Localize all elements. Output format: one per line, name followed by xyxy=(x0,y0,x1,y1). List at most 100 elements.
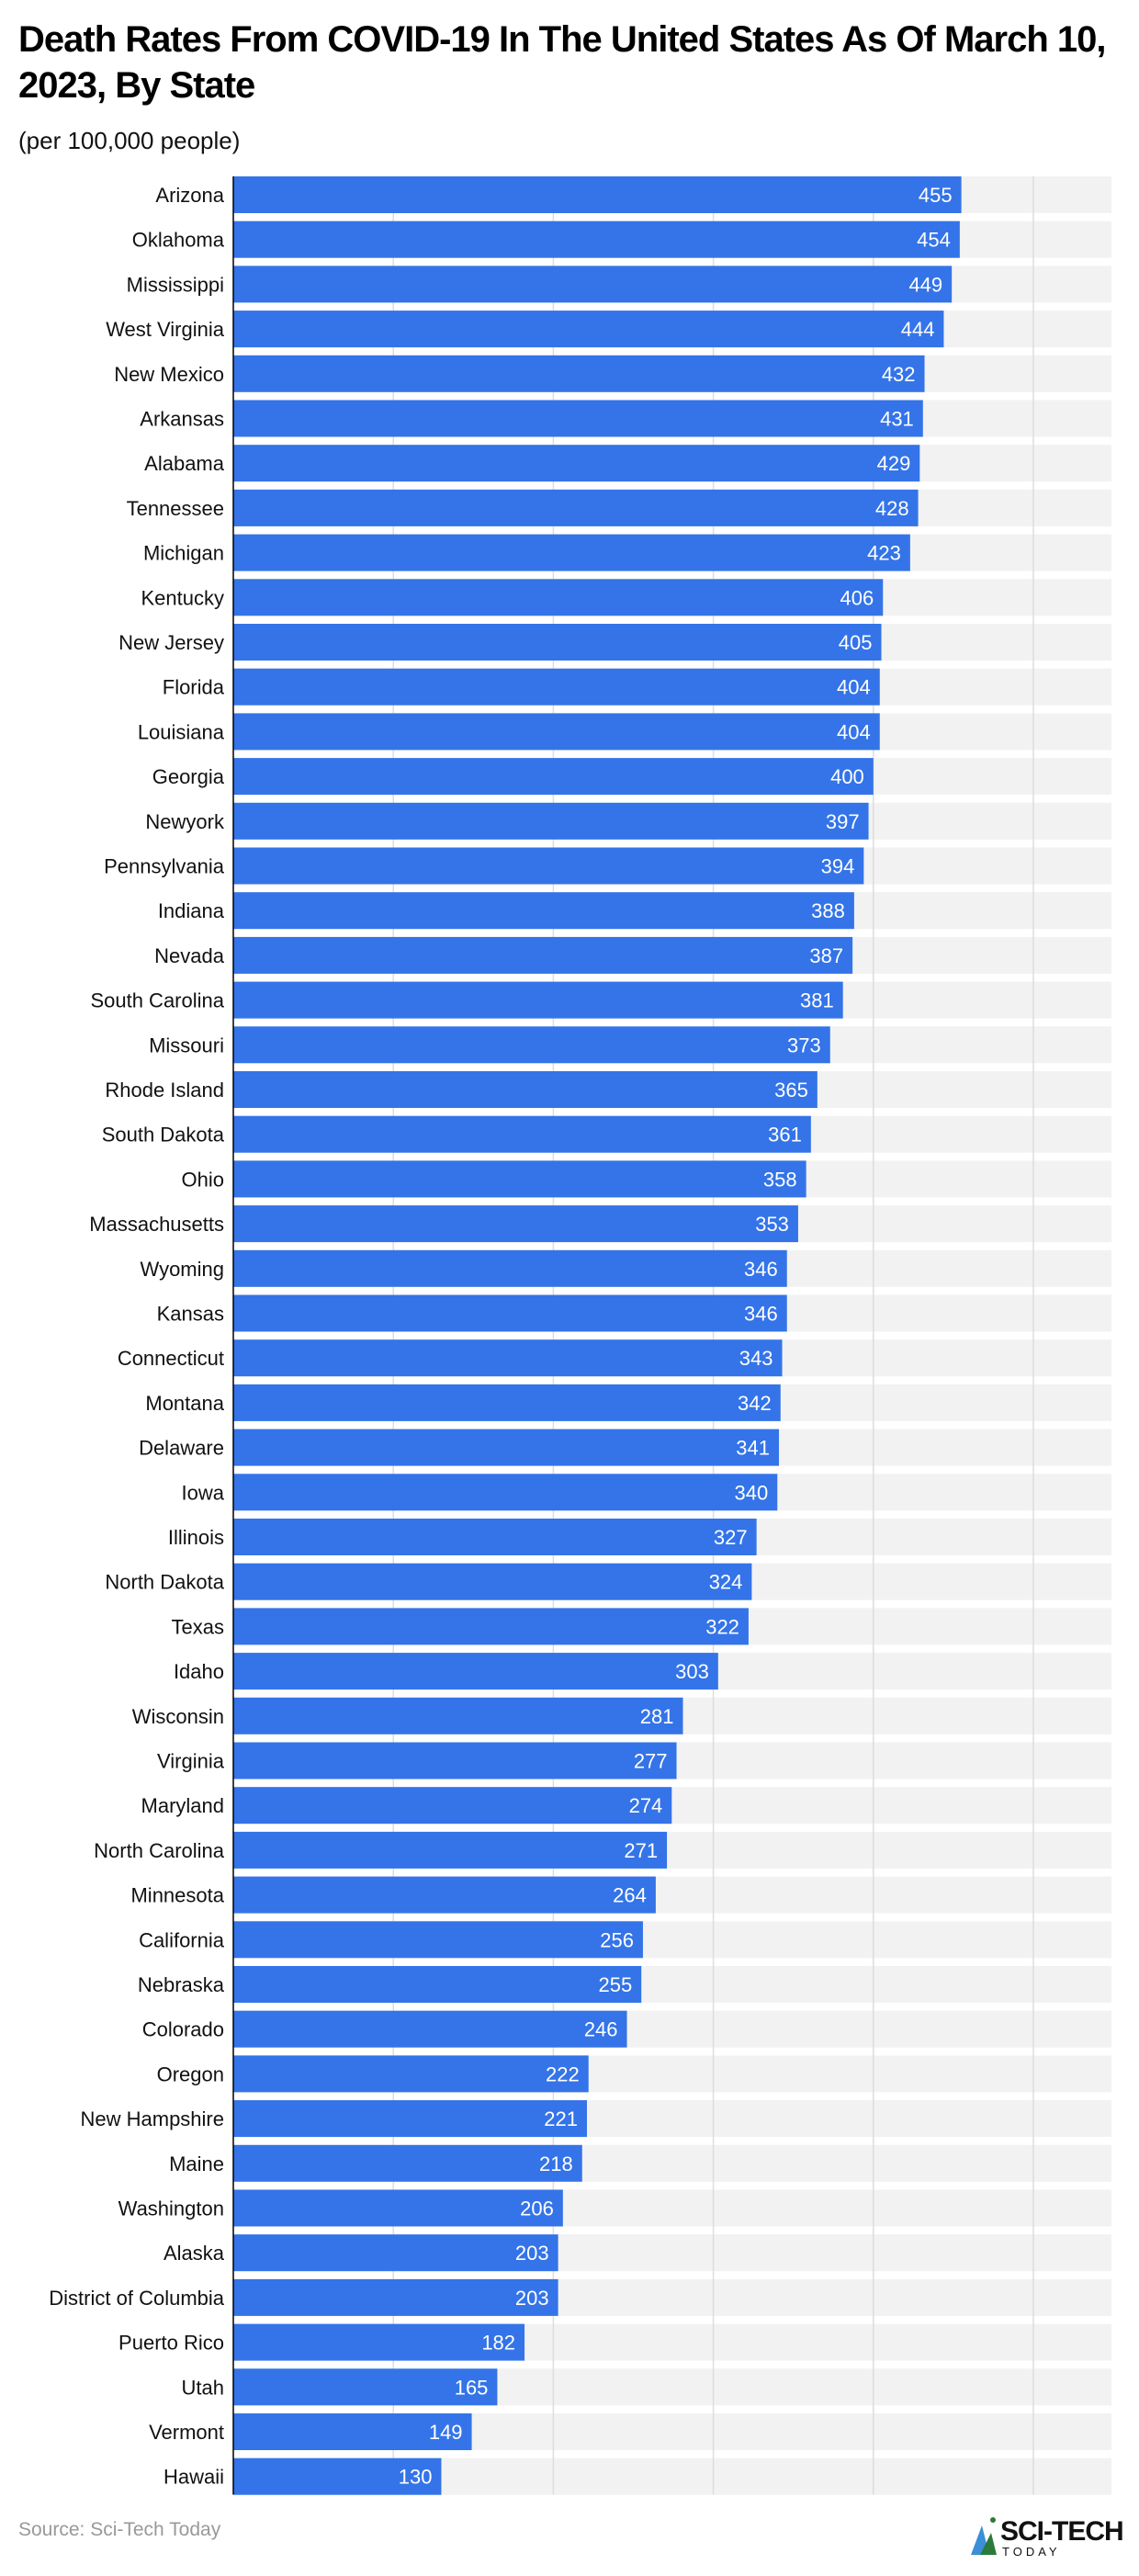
bar xyxy=(233,1653,718,1690)
bar xyxy=(233,1071,818,1108)
bar xyxy=(233,847,864,885)
category-label: California xyxy=(139,1928,225,1951)
category-label: North Carolina xyxy=(94,1839,225,1862)
data-label: 365 xyxy=(774,1079,808,1102)
bar xyxy=(233,266,953,303)
category-label: Georgia xyxy=(152,765,225,788)
data-label: 373 xyxy=(787,1034,821,1056)
bar xyxy=(233,445,920,482)
bar xyxy=(233,1966,642,2003)
category-label: Tennessee xyxy=(127,497,224,520)
category-label: Missouri xyxy=(149,1034,224,1056)
bar xyxy=(233,489,919,526)
category-label: New Jersey xyxy=(118,631,224,654)
category-label: Nevada xyxy=(154,944,225,967)
category-label: Utah xyxy=(182,2376,224,2399)
data-label: 405 xyxy=(839,631,873,654)
category-label: District of Columbia xyxy=(49,2287,224,2310)
data-label: 277 xyxy=(634,1750,668,1773)
category-label: Alaska xyxy=(164,2242,225,2265)
category-label: Vermont xyxy=(149,2421,224,2444)
category-label: Puerto Rico xyxy=(118,2332,224,2355)
category-label: Montana xyxy=(145,1392,224,1415)
category-label: Kentucky xyxy=(141,586,225,609)
data-label: 130 xyxy=(399,2466,433,2489)
data-label: 255 xyxy=(598,1973,632,1996)
bar xyxy=(233,1697,683,1734)
data-label: 221 xyxy=(544,2107,578,2130)
data-label: 404 xyxy=(837,676,871,699)
category-label: Iowa xyxy=(182,1481,225,1504)
chart-title: Death Rates From COVID-19 In The United … xyxy=(18,19,1106,106)
category-label: South Dakota xyxy=(102,1124,225,1147)
category-label: Ohio xyxy=(182,1168,224,1191)
data-label: 327 xyxy=(714,1526,748,1549)
bar xyxy=(233,579,884,616)
data-label: 449 xyxy=(908,273,942,296)
svg-text:TODAY: TODAY xyxy=(1002,2545,1061,2559)
bar xyxy=(233,1921,643,1959)
category-label: Maryland xyxy=(141,1794,224,1817)
data-label: 381 xyxy=(800,989,834,1012)
source-note: Source: Sci-Tech Today xyxy=(18,2519,221,2540)
svg-text:SCI-TECH: SCI-TECH xyxy=(1000,2516,1123,2547)
data-label: 346 xyxy=(744,1303,778,1326)
data-label: 394 xyxy=(821,855,855,878)
category-label: Connecticut xyxy=(118,1347,224,1370)
bar xyxy=(233,1294,787,1332)
bar xyxy=(233,2144,582,2182)
category-label: Washington xyxy=(118,2198,224,2220)
category-label: South Carolina xyxy=(90,989,224,1012)
category-label: Hawaii xyxy=(164,2466,224,2489)
bar xyxy=(233,1519,757,1555)
bar xyxy=(233,802,869,840)
bar xyxy=(233,2100,587,2138)
category-label: Florida xyxy=(163,676,225,699)
bar xyxy=(233,2055,589,2093)
bar-chart: 0100200300400500Arizona455Oklahoma454Mis… xyxy=(49,176,1111,2495)
category-label: New Mexico xyxy=(114,363,224,386)
data-label: 432 xyxy=(882,363,916,386)
data-label: 182 xyxy=(481,2332,515,2355)
data-label: 218 xyxy=(539,2152,573,2175)
category-label: Oklahoma xyxy=(132,229,225,252)
bar xyxy=(233,2323,525,2361)
category-label: New Hampshire xyxy=(81,2107,225,2130)
data-label: 165 xyxy=(455,2376,489,2399)
bar xyxy=(233,1876,656,1914)
category-label: Colorado xyxy=(142,2018,224,2041)
category-label: Illinois xyxy=(168,1526,224,1549)
category-label: Oregon xyxy=(157,2062,224,2085)
category-label: Rhode Island xyxy=(105,1079,224,1102)
bar xyxy=(233,311,944,348)
data-label: 274 xyxy=(629,1794,663,1817)
bar xyxy=(233,624,882,661)
bar xyxy=(233,1115,811,1153)
category-label: West Virginia xyxy=(106,318,225,341)
data-label: 423 xyxy=(867,542,901,565)
category-label: Wisconsin xyxy=(132,1705,224,1728)
bar xyxy=(233,2413,472,2450)
category-label: Kansas xyxy=(157,1303,224,1326)
bar xyxy=(233,981,843,1019)
data-label: 256 xyxy=(600,1928,634,1951)
category-label: Alabama xyxy=(144,452,225,475)
data-label: 387 xyxy=(809,944,843,967)
data-label: 203 xyxy=(515,2242,549,2265)
bar xyxy=(233,1429,780,1466)
data-label: 341 xyxy=(736,1437,770,1460)
bar xyxy=(233,1474,778,1511)
category-label: Pennsylvania xyxy=(104,855,225,878)
data-label: 322 xyxy=(705,1615,739,1638)
data-label: 203 xyxy=(515,2287,549,2310)
chart-subtitle: (per 100,000 people) xyxy=(18,127,241,154)
bar xyxy=(233,2234,558,2272)
bar xyxy=(233,1384,781,1421)
bar xyxy=(233,2189,563,2227)
category-label: Mississippi xyxy=(127,273,224,296)
data-label: 358 xyxy=(763,1168,797,1191)
data-label: 454 xyxy=(917,229,951,252)
data-label: 429 xyxy=(877,452,911,475)
category-label: Arkansas xyxy=(140,408,224,431)
data-label: 404 xyxy=(837,720,871,743)
